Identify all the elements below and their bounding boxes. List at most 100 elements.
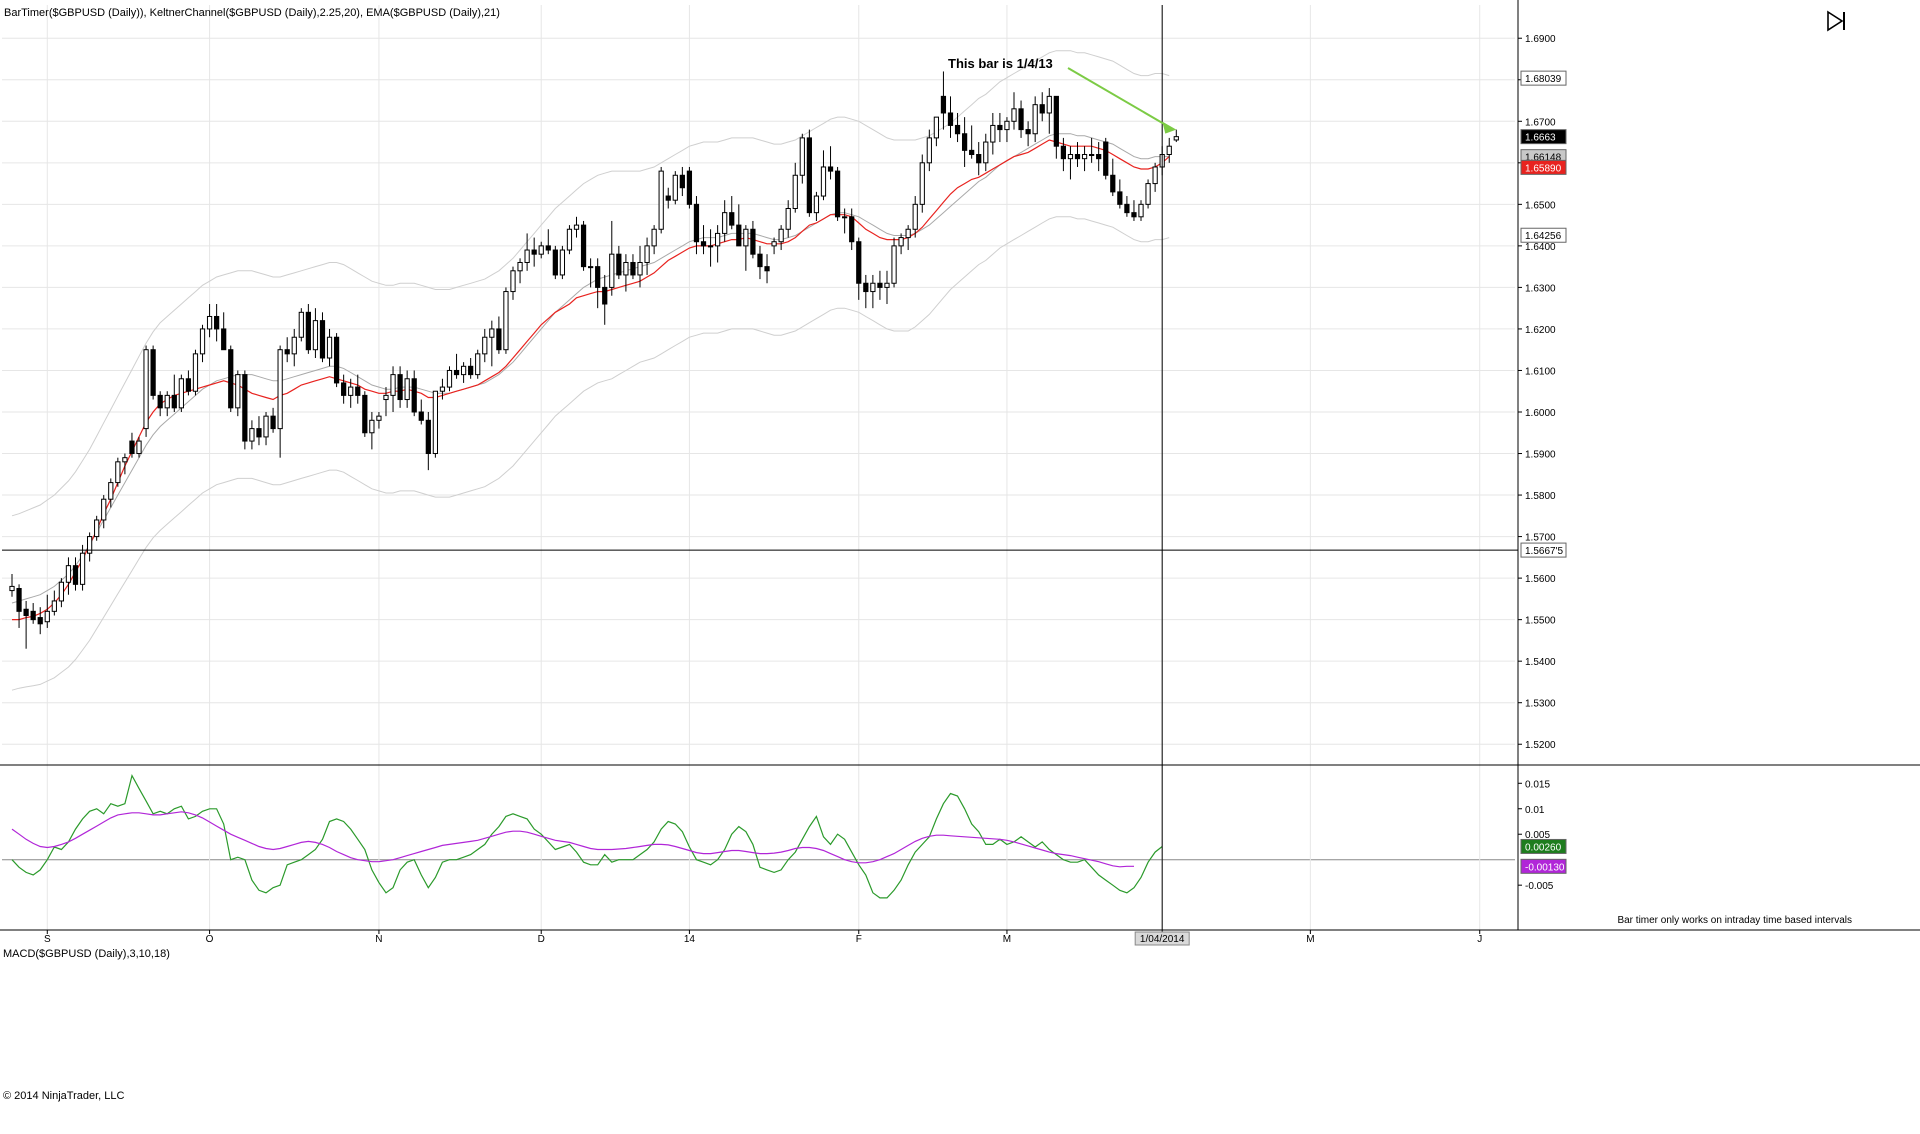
candle bbox=[926, 129, 932, 172]
candle bbox=[468, 358, 474, 379]
candle-body bbox=[566, 228, 573, 251]
macd-marker-label: 0.00260 bbox=[1525, 842, 1562, 853]
bar-timer-note: Bar timer only works on intraday time ba… bbox=[1617, 915, 1852, 926]
candle bbox=[983, 133, 989, 172]
candle-body bbox=[376, 415, 382, 421]
price-tick-label: 1.5800 bbox=[1525, 491, 1556, 502]
candle bbox=[312, 308, 319, 359]
candle-body bbox=[517, 261, 523, 272]
candle bbox=[778, 225, 784, 251]
candle-body bbox=[489, 328, 495, 338]
candle bbox=[369, 411, 375, 450]
candle-body bbox=[1081, 154, 1088, 160]
candle bbox=[940, 71, 947, 130]
candle bbox=[319, 312, 326, 363]
candle bbox=[1145, 179, 1151, 209]
price-tick-label: 1.6900 bbox=[1525, 34, 1556, 45]
candle-body bbox=[341, 382, 347, 396]
candle-body bbox=[715, 232, 721, 247]
candle-body bbox=[150, 349, 156, 396]
price-marker-label: 1.5667'5 bbox=[1525, 546, 1563, 557]
candle bbox=[30, 603, 36, 624]
candle-body bbox=[425, 419, 431, 455]
candle-body bbox=[235, 374, 241, 409]
candle bbox=[199, 324, 206, 363]
candle bbox=[693, 196, 700, 255]
candle-body bbox=[573, 224, 580, 230]
candle bbox=[644, 237, 650, 275]
macd-average-line bbox=[11, 811, 1134, 868]
macd-tick-label: 0.015 bbox=[1525, 779, 1550, 790]
annotation-arrow-line bbox=[1067, 67, 1171, 129]
candle-body bbox=[609, 253, 615, 288]
candle bbox=[439, 378, 446, 400]
candle-body bbox=[771, 241, 777, 247]
candle-body bbox=[460, 365, 467, 376]
candle bbox=[383, 387, 389, 417]
candle bbox=[221, 312, 227, 351]
candle-body bbox=[1046, 95, 1052, 114]
candle bbox=[1089, 137, 1095, 163]
candle bbox=[588, 258, 594, 288]
candle bbox=[256, 416, 262, 446]
candle-body bbox=[799, 137, 805, 176]
candle-body bbox=[637, 261, 643, 276]
candle-body bbox=[679, 174, 685, 189]
candle bbox=[630, 254, 636, 280]
candle-body bbox=[192, 353, 199, 392]
candle-body bbox=[101, 498, 107, 521]
candle-body bbox=[1124, 203, 1130, 214]
macd-line bbox=[11, 773, 1163, 899]
candle-body bbox=[9, 585, 15, 592]
candle-body bbox=[214, 315, 220, 330]
candle bbox=[1060, 137, 1067, 172]
candle-body bbox=[538, 245, 544, 255]
candle bbox=[517, 258, 523, 284]
candle-body bbox=[1131, 212, 1137, 218]
candle-body bbox=[72, 565, 79, 585]
candle-body bbox=[1032, 104, 1038, 135]
candle-body bbox=[976, 154, 982, 164]
macd-marker-box bbox=[1520, 838, 1567, 854]
candle bbox=[1011, 92, 1017, 130]
candle bbox=[806, 129, 812, 217]
price-tick-label: 1.6000 bbox=[1525, 408, 1556, 419]
candle bbox=[834, 166, 841, 221]
candle-body bbox=[291, 336, 297, 355]
macd-tick-label: 0.01 bbox=[1525, 805, 1545, 816]
candle bbox=[171, 374, 177, 412]
candle-body bbox=[658, 170, 664, 230]
candle bbox=[736, 204, 742, 247]
price-tick-label: 1.5700 bbox=[1525, 533, 1556, 544]
candle-body bbox=[1089, 154, 1095, 157]
candle bbox=[157, 391, 163, 417]
skip-to-end-icon[interactable] bbox=[1827, 10, 1845, 32]
candle bbox=[637, 245, 643, 288]
time-tick-label: 14 bbox=[684, 934, 696, 945]
candle-body bbox=[813, 195, 820, 214]
candle-body bbox=[651, 228, 657, 247]
candle-body bbox=[94, 519, 100, 538]
candle-body bbox=[743, 228, 749, 247]
candle bbox=[863, 274, 869, 309]
candle bbox=[672, 171, 678, 205]
candle-body bbox=[1018, 108, 1024, 131]
candle bbox=[1124, 196, 1130, 217]
price-tick-label: 1.6300 bbox=[1525, 283, 1556, 294]
candle bbox=[1166, 137, 1172, 163]
time-tick-label: M bbox=[1003, 934, 1011, 945]
candle bbox=[178, 374, 184, 412]
candle-body bbox=[242, 374, 248, 442]
candle bbox=[1110, 158, 1116, 197]
time-tick-label: S bbox=[44, 934, 51, 945]
candle-body bbox=[37, 617, 43, 625]
candle-body bbox=[778, 228, 784, 243]
candle bbox=[108, 478, 114, 508]
candle-body bbox=[933, 116, 939, 139]
candle-body bbox=[510, 270, 516, 293]
price-marker-box bbox=[1520, 129, 1567, 145]
candle-body bbox=[1004, 120, 1010, 131]
candle-body bbox=[185, 378, 192, 392]
candle bbox=[143, 345, 149, 437]
